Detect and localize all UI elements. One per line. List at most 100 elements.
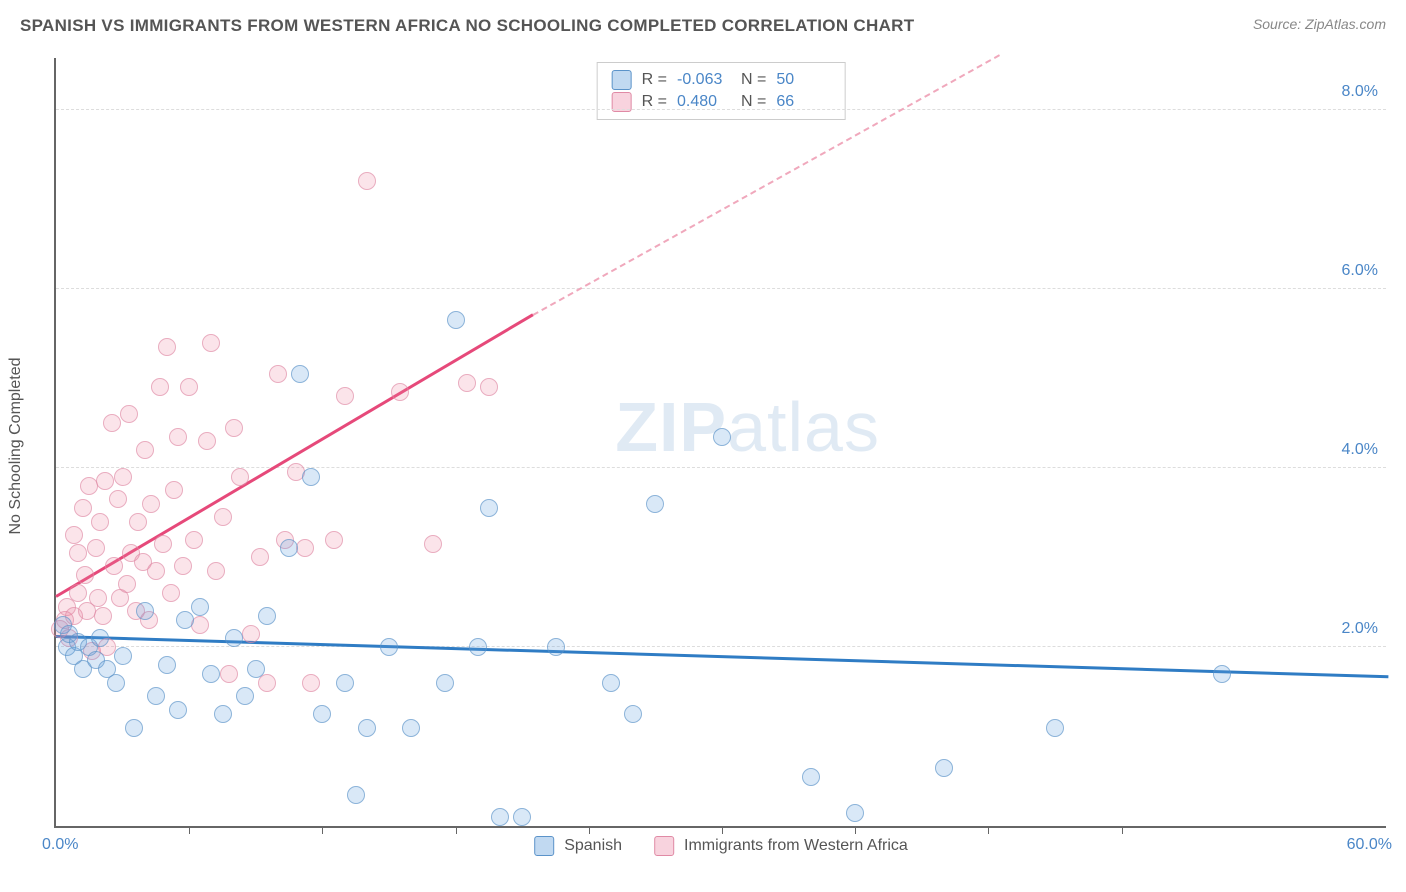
scatter-point-pink <box>220 665 238 683</box>
scatter-point-blue <box>91 629 109 647</box>
watermark: ZIPatlas <box>615 387 880 467</box>
scatter-point-blue <box>169 701 187 719</box>
scatter-point-pink <box>191 616 209 634</box>
scatter-point-blue <box>480 499 498 517</box>
scatter-point-pink <box>198 432 216 450</box>
scatter-point-pink <box>96 472 114 490</box>
legend-swatch-blue-icon <box>534 836 554 856</box>
scatter-point-pink <box>94 607 112 625</box>
legend-label-spanish: Spanish <box>564 837 622 855</box>
scatter-point-pink <box>214 508 232 526</box>
scatter-point-blue <box>313 705 331 723</box>
swatch-blue-icon <box>612 70 632 90</box>
scatter-point-pink <box>302 674 320 692</box>
scatter-point-pink <box>231 468 249 486</box>
scatter-point-pink <box>296 539 314 557</box>
scatter-point-blue <box>358 719 376 737</box>
gridline <box>56 288 1386 289</box>
y-axis-title: No Schooling Completed <box>7 358 25 535</box>
scatter-point-pink <box>358 172 376 190</box>
scatter-point-pink <box>136 441 154 459</box>
r-value-blue: -0.063 <box>677 69 731 91</box>
scatter-point-pink <box>129 513 147 531</box>
scatter-point-pink <box>325 531 343 549</box>
scatter-point-blue <box>1046 719 1064 737</box>
scatter-point-blue <box>176 611 194 629</box>
scatter-point-pink <box>69 544 87 562</box>
scatter-point-pink <box>105 557 123 575</box>
x-tick <box>1122 826 1123 834</box>
scatter-point-pink <box>202 334 220 352</box>
scatter-point-blue <box>247 660 265 678</box>
scatter-point-blue <box>491 808 509 826</box>
bottom-legend: Spanish Immigrants from Western Africa <box>534 836 908 856</box>
scatter-point-blue <box>191 598 209 616</box>
gridline <box>56 646 1386 647</box>
scatter-point-blue <box>291 365 309 383</box>
chart-title: SPANISH VS IMMIGRANTS FROM WESTERN AFRIC… <box>20 16 914 35</box>
scatter-point-pink <box>269 365 287 383</box>
scatter-point-pink <box>165 481 183 499</box>
scatter-point-pink <box>142 495 160 513</box>
scatter-point-blue <box>336 674 354 692</box>
scatter-point-blue <box>214 705 232 723</box>
scatter-point-pink <box>89 589 107 607</box>
gridline <box>56 467 1386 468</box>
scatter-point-blue <box>713 428 731 446</box>
scatter-point-blue <box>158 656 176 674</box>
scatter-point-pink <box>69 584 87 602</box>
scatter-point-blue <box>258 607 276 625</box>
scatter-point-blue <box>1213 665 1231 683</box>
n-value-blue: 50 <box>776 69 830 91</box>
scatter-point-blue <box>347 786 365 804</box>
legend-label-immigrants: Immigrants from Western Africa <box>684 837 908 855</box>
n-label: N = <box>741 69 766 91</box>
source-credit: Source: ZipAtlas.com <box>1253 16 1386 32</box>
y-tick-label: 2.0% <box>1342 620 1378 638</box>
y-tick-label: 8.0% <box>1342 83 1378 101</box>
scatter-point-pink <box>74 499 92 517</box>
plot-area: ZIPatlas R = -0.063 N = 50 R = 0.480 N =… <box>54 58 1386 828</box>
scatter-point-blue <box>469 638 487 656</box>
x-tick <box>456 826 457 834</box>
scatter-point-blue <box>202 665 220 683</box>
x-tick <box>855 826 856 834</box>
scatter-point-pink <box>158 338 176 356</box>
scatter-point-pink <box>180 378 198 396</box>
scatter-point-blue <box>802 768 820 786</box>
scatter-point-pink <box>114 468 132 486</box>
scatter-point-pink <box>225 419 243 437</box>
x-tick <box>322 826 323 834</box>
scatter-point-pink <box>480 378 498 396</box>
scatter-point-blue <box>935 759 953 777</box>
scatter-point-blue <box>402 719 420 737</box>
scatter-point-blue <box>136 602 154 620</box>
scatter-point-blue <box>147 687 165 705</box>
scatter-point-blue <box>547 638 565 656</box>
scatter-point-pink <box>87 539 105 557</box>
watermark-light: atlas <box>727 388 880 466</box>
stats-row-blue: R = -0.063 N = 50 <box>612 69 831 91</box>
scatter-point-blue <box>225 629 243 647</box>
scatter-point-blue <box>125 719 143 737</box>
scatter-point-blue <box>447 311 465 329</box>
scatter-point-pink <box>151 378 169 396</box>
scatter-point-pink <box>336 387 354 405</box>
x-axis-min-label: 0.0% <box>42 836 78 854</box>
x-tick <box>722 826 723 834</box>
y-tick-label: 4.0% <box>1342 441 1378 459</box>
scatter-point-pink <box>76 566 94 584</box>
y-tick-label: 6.0% <box>1342 262 1378 280</box>
scatter-point-pink <box>162 584 180 602</box>
scatter-point-blue <box>436 674 454 692</box>
scatter-point-blue <box>114 647 132 665</box>
scatter-point-pink <box>207 562 225 580</box>
scatter-point-pink <box>118 575 136 593</box>
scatter-point-blue <box>236 687 254 705</box>
scatter-point-blue <box>846 804 864 822</box>
scatter-point-pink <box>185 531 203 549</box>
scatter-point-blue <box>380 638 398 656</box>
x-tick <box>988 826 989 834</box>
watermark-bold: ZIP <box>615 388 727 466</box>
scatter-point-pink <box>103 414 121 432</box>
